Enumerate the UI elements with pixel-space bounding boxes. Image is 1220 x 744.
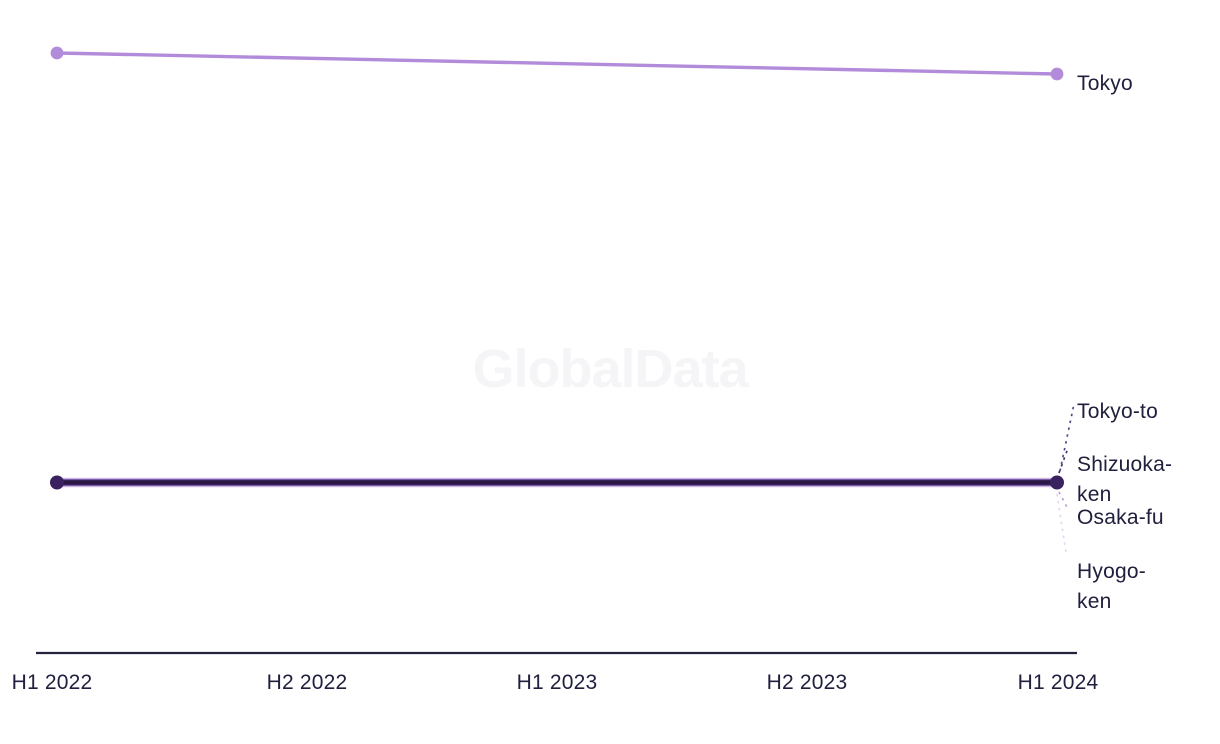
osaka-fu-leader-line	[1058, 491, 1069, 510]
tokyo-to-leader-line	[1059, 403, 1075, 472]
x-tick-label-h1-2023: H1 2023	[516, 671, 598, 694]
tokyo-end-dot	[1050, 67, 1064, 81]
x-tick-label-h2-2023: H2 2023	[766, 671, 848, 694]
shizuoka-ken-leader-line	[1058, 447, 1069, 474]
hyogo-ken-leader-line	[1056, 493, 1067, 553]
series-label-hyogo-ken: Hyogo-ken	[1077, 560, 1146, 613]
x-tick-label-h2-2022: H2 2022	[266, 671, 348, 694]
series-label-osaka-fu: Osaka-fu	[1077, 506, 1164, 529]
globaldata-watermark: GlobalData	[472, 339, 748, 399]
series-label-tokyo-to: Tokyo-to	[1077, 400, 1158, 423]
series-label-tokyo: Tokyo	[1077, 72, 1133, 95]
prefectures-start-dot	[50, 475, 64, 490]
tokyo-start-dot	[50, 46, 64, 60]
x-tick-label-h1-2024: H1 2024	[1017, 671, 1099, 694]
prefectures-end-dot	[1050, 475, 1064, 490]
x-tick-label-h1-2022: H1 2022	[11, 671, 93, 694]
series-label-shizuoka-ken: Shizuoka-ken	[1077, 453, 1173, 506]
tokyo-series-line	[55, 51, 1059, 76]
